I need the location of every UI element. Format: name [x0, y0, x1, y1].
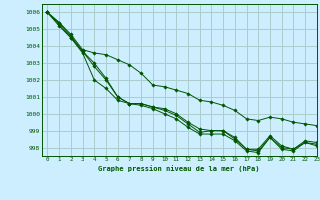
X-axis label: Graphe pression niveau de la mer (hPa): Graphe pression niveau de la mer (hPa)	[99, 165, 260, 172]
